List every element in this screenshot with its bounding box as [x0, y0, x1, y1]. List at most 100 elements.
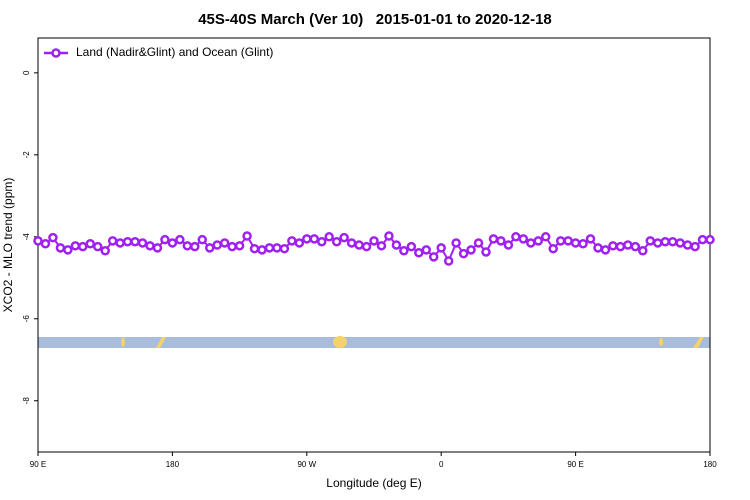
- x-tick-label: 90 E: [567, 460, 583, 469]
- land-ocean-strip: [38, 336, 710, 348]
- legend-marker: [51, 48, 61, 58]
- series-point: [70, 241, 81, 251]
- series-point: [227, 241, 237, 252]
- series-point: [675, 238, 685, 248]
- series-point: [697, 234, 708, 245]
- series-point: [182, 241, 193, 251]
- series-point: [630, 241, 641, 252]
- series-point: [511, 232, 521, 242]
- y-tick-label: 0: [22, 70, 31, 75]
- x-tick-label: 90 W: [297, 460, 316, 469]
- series-point: [667, 236, 678, 247]
- series-point: [361, 241, 372, 252]
- series-point: [316, 236, 327, 247]
- land: [156, 337, 166, 348]
- series-point: [302, 234, 312, 244]
- y-tick-label: -4: [22, 233, 31, 241]
- series-point: [137, 238, 148, 248]
- series-point: [578, 239, 588, 249]
- x-tick-label: 180: [703, 460, 717, 469]
- series-point: [234, 241, 245, 251]
- series-point: [85, 239, 96, 249]
- land: [693, 337, 704, 348]
- series-point: [428, 252, 439, 262]
- series-point: [503, 240, 514, 250]
- series-point: [593, 243, 603, 253]
- series-point: [369, 236, 379, 246]
- series-point: [242, 231, 252, 241]
- series-point: [623, 240, 633, 250]
- x-tick-label: 180: [166, 460, 180, 469]
- series-point: [160, 234, 170, 245]
- y-tick-label: -2: [22, 151, 31, 159]
- series-point: [548, 243, 558, 254]
- series-point: [346, 238, 357, 248]
- series-point: [638, 245, 648, 256]
- series-point: [249, 243, 260, 254]
- series-point: [533, 236, 544, 246]
- chart-title: 45S-40S March (Ver 10) 2015-01-01 to 202…: [198, 11, 552, 28]
- series-point: [645, 236, 656, 246]
- series-point: [287, 236, 297, 246]
- series-point: [436, 243, 446, 253]
- series-point: [608, 241, 618, 251]
- series-point: [264, 243, 275, 253]
- series-point: [272, 243, 282, 253]
- series-point: [115, 238, 125, 248]
- series-point: [443, 256, 454, 266]
- series-point: [122, 236, 133, 247]
- series-point: [145, 241, 155, 251]
- series-point: [481, 247, 491, 257]
- series-point: [48, 232, 58, 243]
- y-axis-label: XCO2 - MLO trend (ppm): [1, 178, 15, 313]
- series-point: [279, 243, 290, 254]
- series-point: [167, 238, 178, 248]
- series-point: [555, 236, 566, 246]
- series-point: [705, 234, 715, 245]
- series-point: [212, 240, 222, 250]
- x-axis-label: Longitude (deg E): [326, 476, 421, 490]
- series-point: [391, 240, 402, 250]
- series-point: [473, 238, 484, 248]
- y-tick-label: -8: [22, 397, 31, 405]
- land: [121, 337, 125, 347]
- y-tick-label: -6: [22, 315, 31, 323]
- series-point: [190, 241, 200, 252]
- series-point: [376, 241, 387, 251]
- series-point: [458, 248, 469, 259]
- series-point: [399, 245, 409, 256]
- series-point: [92, 241, 103, 252]
- series-point: [100, 245, 110, 256]
- series-point: [309, 234, 320, 244]
- series-point: [414, 248, 424, 258]
- series-point: [107, 236, 118, 246]
- series-point: [518, 234, 529, 244]
- series-point: [324, 232, 334, 242]
- series-point: [615, 241, 626, 252]
- series-point: [585, 234, 596, 244]
- series-point: [488, 234, 499, 244]
- series-point: [660, 236, 670, 247]
- series-point: [570, 238, 581, 248]
- series-point: [130, 236, 140, 247]
- series-point: [682, 240, 693, 250]
- land: [333, 336, 347, 348]
- x-tick-label: 90 E: [30, 460, 46, 469]
- series-point: [600, 245, 611, 255]
- series-point: [33, 236, 43, 246]
- series-point: [175, 234, 185, 245]
- series-point: [421, 245, 432, 255]
- series-point: [690, 241, 700, 252]
- series-point: [526, 238, 536, 248]
- series-point: [204, 243, 215, 253]
- series-point: [219, 238, 230, 248]
- land: [659, 338, 663, 346]
- series-point: [466, 245, 476, 255]
- x-tick-label: 0: [439, 460, 444, 469]
- series-point: [63, 245, 73, 255]
- series-point: [40, 239, 51, 249]
- ocean-strip: [38, 337, 710, 348]
- series-point: [451, 238, 461, 248]
